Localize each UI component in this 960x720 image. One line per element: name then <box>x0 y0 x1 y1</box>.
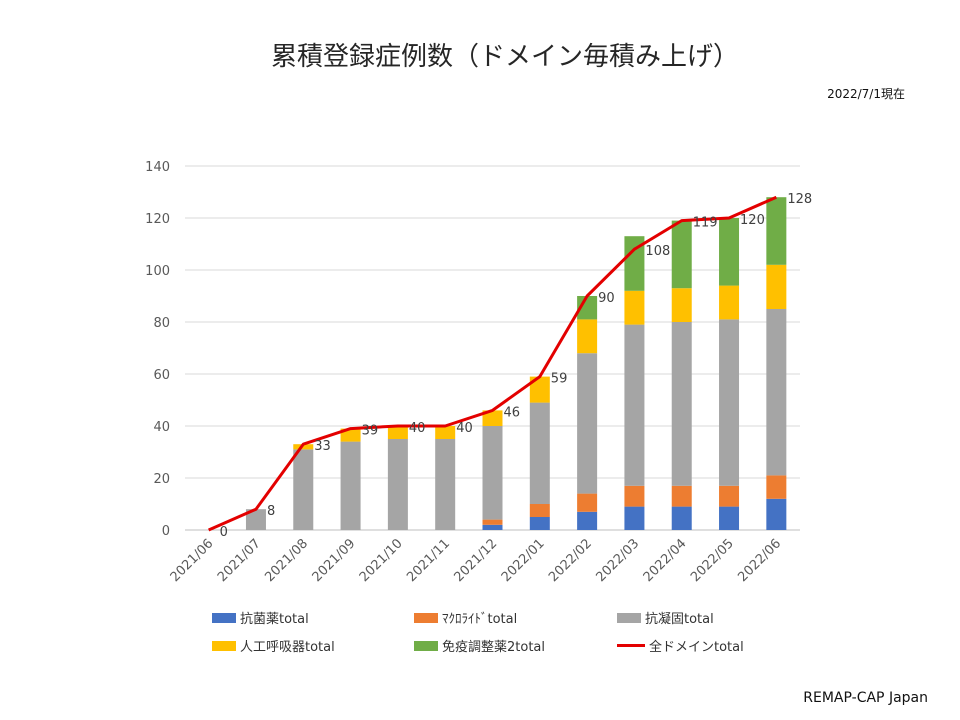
x-tick-label: 2021/06 <box>168 536 217 585</box>
y-tick-label: 60 <box>153 368 170 383</box>
y-tick-label: 40 <box>153 420 170 435</box>
x-tick-label: 2021/10 <box>357 536 406 585</box>
bar-segment <box>577 493 598 512</box>
bar-segment <box>340 441 361 530</box>
x-tick-label: 2021/08 <box>262 536 311 585</box>
bar-segment <box>766 498 787 530</box>
bar-segment <box>719 285 740 320</box>
legend-swatch-ventilation <box>212 640 236 651</box>
legend-swatch-antibiotics <box>212 612 236 623</box>
x-tick-label: 2022/02 <box>546 536 595 585</box>
x-tick-label: 2022/04 <box>641 536 690 585</box>
bar-segment <box>624 324 645 486</box>
legend-item-anticoagulation: 抗凝固total <box>617 608 714 627</box>
bar-segment <box>529 517 550 530</box>
x-tick-label: 2021/07 <box>215 536 264 585</box>
bar-segment <box>387 426 408 439</box>
legend-item-immunomodulation: 免疫調整薬2total <box>414 636 545 655</box>
bar-segment <box>766 309 787 476</box>
as-of-date: 2022/7/1現在 <box>827 87 905 101</box>
legend-item-antibiotics: 抗菌薬total <box>212 608 309 627</box>
bar-segment <box>340 428 361 442</box>
chart-legend: 抗菌薬total ﾏｸﾛﾗｲﾄﾞtotal 抗凝固total 人工呼吸器tota… <box>212 608 812 658</box>
bar-segment <box>671 220 692 289</box>
total-line <box>208 195 777 532</box>
y-tick-label: 20 <box>153 472 170 487</box>
x-tick-label: 2022/05 <box>688 536 737 585</box>
bar-segment <box>293 444 314 450</box>
bar-segment <box>482 519 503 525</box>
legend-item-all-domains: 全ドメインtotal <box>617 636 744 655</box>
legend-label-anticoagulation: 抗凝固total <box>645 612 714 627</box>
data-label: 119 <box>693 216 718 231</box>
y-tick-label: 80 <box>153 316 170 331</box>
bar-segment <box>624 236 645 291</box>
x-tick-label: 2022/06 <box>735 536 784 585</box>
legend-label-immunomodulation: 免疫調整薬2total <box>442 640 545 655</box>
data-label: 59 <box>551 372 568 387</box>
y-tick-label: 120 <box>145 212 170 227</box>
bar-segment <box>671 506 692 530</box>
bar-segment <box>529 376 550 403</box>
data-label: 128 <box>787 192 812 207</box>
data-label: 90 <box>598 291 615 306</box>
bar-segment <box>435 426 456 439</box>
x-tick-label: 2022/03 <box>593 536 642 585</box>
x-tick-label: 2021/09 <box>310 536 359 585</box>
bar-segment <box>577 353 598 494</box>
bar-segment <box>482 524 503 530</box>
bar-segment <box>482 410 503 426</box>
bar-segment <box>577 511 598 530</box>
bar-segment <box>435 439 456 530</box>
data-label: 33 <box>314 439 331 454</box>
bar-segment <box>293 449 314 530</box>
bar-segment <box>624 506 645 530</box>
bar-segment <box>719 506 740 530</box>
y-tick-label: 100 <box>145 264 170 279</box>
data-label: 108 <box>645 244 670 259</box>
bar-segment <box>624 290 645 325</box>
legend-label-macrolide: ﾏｸﾛﾗｲﾄﾞtotal <box>442 612 518 627</box>
legend-label-ventilation: 人工呼吸器total <box>240 640 335 655</box>
source-credit: REMAP-CAP Japan <box>803 690 928 706</box>
legend-swatch-immunomodulation <box>414 640 438 651</box>
y-tick-label: 0 <box>162 524 170 539</box>
legend-swatch-macrolide <box>414 612 438 623</box>
bar-segment <box>719 218 740 286</box>
x-tick-label: 2022/01 <box>499 536 548 585</box>
x-tick-label: 2021/11 <box>404 536 453 585</box>
legend-label-all-domains: 全ドメインtotal <box>649 640 744 655</box>
x-tick-label: 2021/12 <box>452 536 501 585</box>
bar-segment <box>529 504 550 517</box>
data-label: 40 <box>409 421 426 436</box>
data-label: 46 <box>504 405 521 420</box>
legend-swatch-anticoagulation <box>617 612 641 623</box>
bar-segment <box>482 426 503 520</box>
data-label: 40 <box>456 421 473 436</box>
legend-label-antibiotics: 抗菌薬total <box>240 612 309 627</box>
data-label: 8 <box>267 504 275 519</box>
y-tick-label: 140 <box>145 160 170 175</box>
bar-segment <box>671 288 692 322</box>
bar-segment <box>624 485 645 507</box>
bar-segment <box>719 319 740 486</box>
bar-segment <box>766 197 787 265</box>
bar-segment <box>529 402 550 504</box>
bar-segment <box>719 485 740 507</box>
bar-segment <box>245 509 266 530</box>
data-label: 0 <box>220 525 228 540</box>
bar-segment <box>766 264 787 309</box>
data-label: 120 <box>740 213 765 228</box>
bar-segment <box>577 319 598 354</box>
bar-segment <box>387 439 408 530</box>
bar-segment <box>671 322 692 486</box>
bar-segment <box>671 485 692 507</box>
legend-item-ventilation: 人工呼吸器total <box>212 636 335 655</box>
data-label: 39 <box>362 424 379 439</box>
chart-title: 累積登録症例数（ドメイン毎積み上げ） <box>270 42 739 72</box>
bar-segment <box>766 475 787 499</box>
legend-swatch-all-domains <box>617 644 645 647</box>
legend-item-macrolide: ﾏｸﾛﾗｲﾄﾞtotal <box>414 608 517 627</box>
